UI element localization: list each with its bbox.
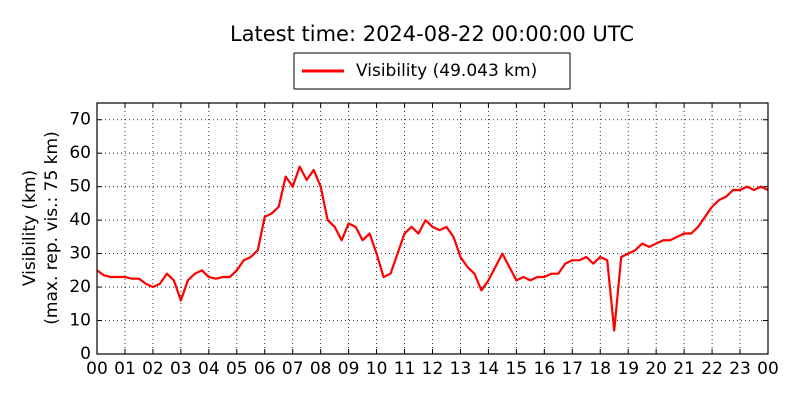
y-tick-label: 10 xyxy=(69,311,91,331)
x-tick-label: 00 xyxy=(757,359,779,379)
x-tick-label: 21 xyxy=(673,359,695,379)
legend-label: Visibility (49.043 km) xyxy=(356,61,537,81)
x-tick-label: 08 xyxy=(310,359,332,379)
chart-title: Latest time: 2024-08-22 00:00:00 UTC xyxy=(230,22,634,46)
x-tick-label: 06 xyxy=(254,359,276,379)
plot-frame xyxy=(96,102,769,355)
y-tick-label: 30 xyxy=(69,244,91,264)
data-line xyxy=(96,165,769,332)
x-tick-label: 22 xyxy=(701,359,723,379)
x-tick-label: 10 xyxy=(366,359,388,379)
x-tick-label: 16 xyxy=(534,359,556,379)
x-tick-label: 01 xyxy=(114,359,136,379)
x-tick-label: 20 xyxy=(645,359,667,379)
x-tick-label: 03 xyxy=(170,359,192,379)
x-tick-label: 11 xyxy=(394,359,416,379)
x-tick-label: 18 xyxy=(589,359,611,379)
x-tick-label: 17 xyxy=(561,359,583,379)
x-tick-label: 12 xyxy=(422,359,444,379)
x-tick-label: 09 xyxy=(338,359,360,379)
y-axis-label: Visibility (km) xyxy=(20,170,40,286)
x-tick-label: 23 xyxy=(729,359,751,379)
x-tick-label: 13 xyxy=(450,359,472,379)
y-axis-label: (max. rep. vis.: 75 km) xyxy=(42,131,62,324)
y-tick-label: 0 xyxy=(80,344,91,364)
y-tick-label: 40 xyxy=(69,210,91,230)
x-tick-label: 02 xyxy=(142,359,164,379)
y-tick-label: 20 xyxy=(69,277,91,297)
x-tick-label: 00 xyxy=(86,359,108,379)
y-tick-label: 50 xyxy=(69,177,91,197)
x-tick-label: 04 xyxy=(198,359,220,379)
x-tick-label: 19 xyxy=(617,359,639,379)
x-tick-label: 05 xyxy=(226,359,248,379)
x-tick-label: 15 xyxy=(506,359,528,379)
x-tick-label: 14 xyxy=(478,359,500,379)
y-tick-label: 60 xyxy=(69,143,91,163)
x-tick-label: 07 xyxy=(282,359,304,379)
y-tick-label: 70 xyxy=(69,110,91,130)
